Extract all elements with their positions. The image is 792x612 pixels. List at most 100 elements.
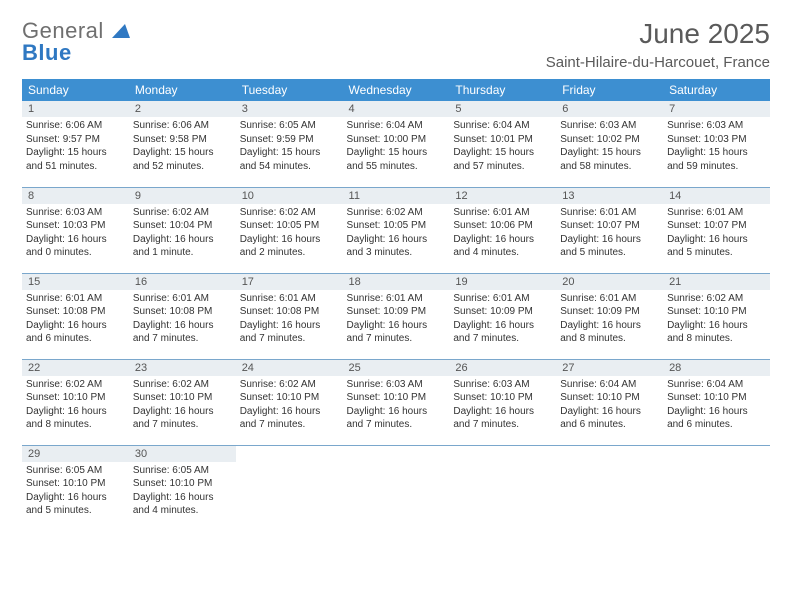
day-number: 5: [449, 101, 556, 117]
sunset-line: Sunset: 10:07 PM: [667, 219, 766, 233]
day-details: Sunrise: 6:02 AMSunset: 10:05 PMDaylight…: [343, 204, 450, 264]
daylight-line: Daylight: 16 hours and 8 minutes.: [560, 319, 659, 346]
sunset-line: Sunset: 10:10 PM: [26, 391, 125, 405]
sunrise-line: Sunrise: 6:05 AM: [26, 464, 125, 478]
sunset-line: Sunset: 10:02 PM: [560, 133, 659, 147]
calendar-cell: 26Sunrise: 6:03 AMSunset: 10:10 PMDaylig…: [449, 359, 556, 445]
day-number: 11: [343, 188, 450, 204]
daylight-line: Daylight: 16 hours and 5 minutes.: [26, 491, 125, 518]
calendar-cell: 12Sunrise: 6:01 AMSunset: 10:06 PMDaylig…: [449, 187, 556, 273]
daylight-line: Daylight: 16 hours and 7 minutes.: [453, 405, 552, 432]
sunrise-line: Sunrise: 6:06 AM: [133, 119, 232, 133]
day-details: Sunrise: 6:03 AMSunset: 10:02 PMDaylight…: [556, 117, 663, 177]
weekday-header: Friday: [556, 79, 663, 101]
daylight-line: Daylight: 16 hours and 7 minutes.: [347, 319, 446, 346]
day-number: 12: [449, 188, 556, 204]
calendar-cell: 19Sunrise: 6:01 AMSunset: 10:09 PMDaylig…: [449, 273, 556, 359]
daylight-line: Daylight: 16 hours and 1 minute.: [133, 233, 232, 260]
day-number: 23: [129, 360, 236, 376]
sunrise-line: Sunrise: 6:02 AM: [133, 378, 232, 392]
daylight-line: Daylight: 16 hours and 4 minutes.: [453, 233, 552, 260]
daylight-line: Daylight: 16 hours and 2 minutes.: [240, 233, 339, 260]
daylight-line: Daylight: 15 hours and 55 minutes.: [347, 146, 446, 173]
calendar-cell: 10Sunrise: 6:02 AMSunset: 10:05 PMDaylig…: [236, 187, 343, 273]
sunset-line: Sunset: 10:10 PM: [26, 477, 125, 491]
day-details: Sunrise: 6:01 AMSunset: 10:08 PMDaylight…: [129, 290, 236, 350]
sunset-line: Sunset: 10:08 PM: [240, 305, 339, 319]
logo-text: General Blue: [22, 18, 130, 66]
day-number: 15: [22, 274, 129, 290]
sunrise-line: Sunrise: 6:05 AM: [240, 119, 339, 133]
day-number: 21: [663, 274, 770, 290]
day-details: Sunrise: 6:01 AMSunset: 10:09 PMDaylight…: [449, 290, 556, 350]
sunrise-line: Sunrise: 6:02 AM: [26, 378, 125, 392]
sunrise-line: Sunrise: 6:03 AM: [26, 206, 125, 220]
sunrise-line: Sunrise: 6:04 AM: [453, 119, 552, 133]
daylight-line: Daylight: 16 hours and 4 minutes.: [133, 491, 232, 518]
sunrise-line: Sunrise: 6:05 AM: [133, 464, 232, 478]
sunrise-line: Sunrise: 6:03 AM: [667, 119, 766, 133]
calendar-cell: 8 Sunrise: 6:03 AMSunset: 10:03 PMDayligh…: [22, 187, 129, 273]
day-number: 8: [22, 188, 129, 204]
sunrise-line: Sunrise: 6:04 AM: [347, 119, 446, 133]
sunrise-line: Sunrise: 6:04 AM: [667, 378, 766, 392]
sunset-line: Sunset: 10:06 PM: [453, 219, 552, 233]
calendar-row: 8Sunrise: 6:03 AMSunset: 10:03 PMDayligh…: [22, 187, 770, 273]
calendar-cell: 25Sunrise: 6:03 AMSunset: 10:10 PMDaylig…: [343, 359, 450, 445]
sunrise-line: Sunrise: 6:01 AM: [560, 206, 659, 220]
day-number: 17: [236, 274, 343, 290]
title-block: June 2025 Saint-Hilaire-du-Harcouet, Fra…: [546, 18, 770, 71]
sunset-line: Sunset: 10:10 PM: [560, 391, 659, 405]
calendar-cell: 24Sunrise: 6:02 AMSunset: 10:10 PMDaylig…: [236, 359, 343, 445]
daylight-line: Daylight: 15 hours and 52 minutes.: [133, 146, 232, 173]
calendar-table: SundayMondayTuesdayWednesdayThursdayFrid…: [22, 79, 770, 531]
triangle-icon: [112, 18, 130, 43]
sunset-line: Sunset: 10:04 PM: [133, 219, 232, 233]
sunrise-line: Sunrise: 6:04 AM: [560, 378, 659, 392]
sunset-line: Sunset: 10:00 PM: [347, 133, 446, 147]
day-number: 6: [556, 101, 663, 117]
daylight-line: Daylight: 16 hours and 5 minutes.: [667, 233, 766, 260]
sunset-line: Sunset: 10:03 PM: [26, 219, 125, 233]
daylight-line: Daylight: 16 hours and 0 minutes.: [26, 233, 125, 260]
sunset-line: Sunset: 10:05 PM: [240, 219, 339, 233]
daylight-line: Daylight: 16 hours and 7 minutes.: [240, 319, 339, 346]
sunset-line: Sunset: 9:58 PM: [133, 133, 232, 147]
day-details: Sunrise: 6:04 AMSunset: 10:00 PMDaylight…: [343, 117, 450, 177]
daylight-line: Daylight: 16 hours and 7 minutes.: [240, 405, 339, 432]
day-number: 28: [663, 360, 770, 376]
calendar-cell: 6Sunrise: 6:03 AMSunset: 10:02 PMDayligh…: [556, 101, 663, 187]
day-details: Sunrise: 6:04 AMSunset: 10:10 PMDaylight…: [556, 376, 663, 436]
calendar-cell: 27Sunrise: 6:04 AMSunset: 10:10 PMDaylig…: [556, 359, 663, 445]
day-details: Sunrise: 6:06 AMSunset: 9:58 PMDaylight:…: [129, 117, 236, 177]
daylight-line: Daylight: 16 hours and 6 minutes.: [26, 319, 125, 346]
day-number: 24: [236, 360, 343, 376]
calendar-cell: 9Sunrise: 6:02 AMSunset: 10:04 PMDayligh…: [129, 187, 236, 273]
logo-word2: Blue: [22, 40, 130, 66]
day-number: 25: [343, 360, 450, 376]
day-number: 18: [343, 274, 450, 290]
day-details: Sunrise: 6:01 AMSunset: 10:08 PMDaylight…: [22, 290, 129, 350]
weekday-header: Monday: [129, 79, 236, 101]
day-details: Sunrise: 6:04 AMSunset: 10:10 PMDaylight…: [663, 376, 770, 436]
calendar-cell: 2Sunrise: 6:06 AMSunset: 9:58 PMDaylight…: [129, 101, 236, 187]
calendar-cell: [663, 445, 770, 531]
logo: General Blue: [22, 18, 130, 66]
calendar-cell: 21Sunrise: 6:02 AMSunset: 10:10 PMDaylig…: [663, 273, 770, 359]
sunset-line: Sunset: 10:08 PM: [133, 305, 232, 319]
sunrise-line: Sunrise: 6:03 AM: [453, 378, 552, 392]
calendar-cell: 20Sunrise: 6:01 AMSunset: 10:09 PMDaylig…: [556, 273, 663, 359]
calendar-cell: 16Sunrise: 6:01 AMSunset: 10:08 PMDaylig…: [129, 273, 236, 359]
day-number: 29: [22, 446, 129, 462]
weekday-header: Thursday: [449, 79, 556, 101]
sunrise-line: Sunrise: 6:02 AM: [240, 378, 339, 392]
day-details: Sunrise: 6:05 AMSunset: 10:10 PMDaylight…: [22, 462, 129, 522]
calendar-header-row: SundayMondayTuesdayWednesdayThursdayFrid…: [22, 79, 770, 101]
day-number: 16: [129, 274, 236, 290]
calendar-cell: 22Sunrise: 6:02 AMSunset: 10:10 PMDaylig…: [22, 359, 129, 445]
daylight-line: Daylight: 16 hours and 7 minutes.: [133, 405, 232, 432]
day-details: Sunrise: 6:01 AMSunset: 10:07 PMDaylight…: [556, 204, 663, 264]
calendar-cell: 11Sunrise: 6:02 AMSunset: 10:05 PMDaylig…: [343, 187, 450, 273]
day-details: Sunrise: 6:01 AMSunset: 10:08 PMDaylight…: [236, 290, 343, 350]
sunrise-line: Sunrise: 6:02 AM: [347, 206, 446, 220]
